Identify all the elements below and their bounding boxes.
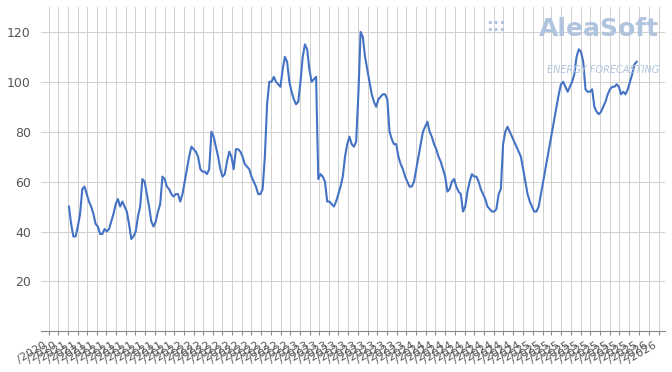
Text: AleaSoft: AleaSoft [539,17,659,41]
Text: :::: ::: [486,17,506,35]
Text: ENERGY FORECASTING: ENERGY FORECASTING [546,65,659,75]
